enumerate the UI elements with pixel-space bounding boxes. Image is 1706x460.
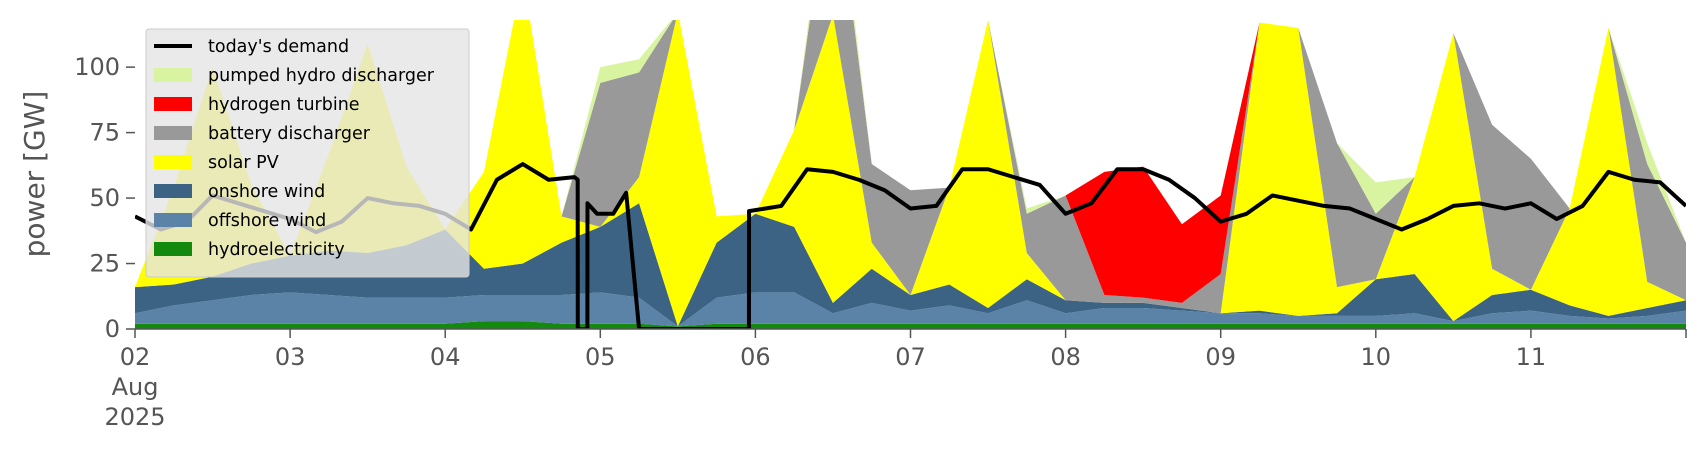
legend-item-hydrogen-turbine[interactable]: hydrogen turbine bbox=[154, 95, 360, 115]
legend-label: solar PV bbox=[208, 153, 279, 173]
legend-item-offshore-wind[interactable]: offshore wind bbox=[154, 211, 326, 231]
legend-label: today's demand bbox=[208, 37, 349, 57]
legend-item-pumped-hydro-discharger[interactable]: pumped hydro discharger bbox=[154, 66, 435, 86]
x-tick-label: 06 bbox=[740, 343, 771, 371]
y-ticks: 0 25 50 75 100 bbox=[74, 53, 135, 343]
legend-item-hydroelectricity[interactable]: hydroelectricity bbox=[154, 240, 345, 260]
y-tick-label: 0 bbox=[105, 315, 120, 343]
legend-swatch bbox=[154, 97, 192, 111]
legend-label: hydroelectricity bbox=[208, 240, 345, 260]
legend-label: hydrogen turbine bbox=[208, 95, 360, 115]
x-tick-label: 08 bbox=[1050, 343, 1081, 371]
x-tick-label: 11 bbox=[1516, 343, 1547, 371]
x-tick-label: 07 bbox=[895, 343, 926, 371]
x-tick-label: 09 bbox=[1205, 343, 1236, 371]
legend-item-onshore-wind[interactable]: onshore wind bbox=[154, 182, 325, 202]
legend-label: pumped hydro discharger bbox=[208, 66, 435, 86]
y-tick-label: 25 bbox=[89, 250, 120, 278]
y-tick-label: 75 bbox=[89, 119, 120, 147]
area-hydroelectricity bbox=[135, 321, 1686, 329]
legend-item-solar-pv[interactable]: solar PV bbox=[154, 153, 279, 173]
legend-label: onshore wind bbox=[208, 182, 325, 202]
legend[interactable]: today's demand pumped hydro discharger hyd… bbox=[145, 28, 470, 278]
legend-swatch bbox=[154, 126, 192, 140]
x-tick-label: Aug bbox=[112, 373, 159, 401]
y-tick-label: 100 bbox=[74, 53, 120, 81]
x-tick-label: 03 bbox=[275, 343, 306, 371]
legend-item-today-s-demand[interactable]: today's demand bbox=[154, 37, 349, 57]
legend-swatch bbox=[154, 184, 192, 198]
y-tick-label: 50 bbox=[89, 184, 120, 212]
legend-label: offshore wind bbox=[208, 211, 326, 231]
legend-label: battery discharger bbox=[208, 124, 371, 144]
y-axis-label: power [GW] bbox=[18, 91, 51, 258]
legend-swatch bbox=[154, 213, 192, 227]
area-solar-pv bbox=[135, 20, 1686, 327]
legend-box bbox=[145, 28, 470, 278]
legend-item-battery-discharger[interactable]: battery discharger bbox=[154, 124, 371, 144]
legend-swatch bbox=[154, 68, 192, 82]
x-tick-label: 04 bbox=[430, 343, 461, 371]
x-tick-label: 2025 bbox=[104, 403, 165, 431]
x-tick-label: 10 bbox=[1361, 343, 1392, 371]
area-offshore-wind bbox=[135, 292, 1686, 327]
x-tick-label: 05 bbox=[585, 343, 616, 371]
x-tick-label: 02 bbox=[120, 343, 151, 371]
area-battery-discharger bbox=[135, 20, 1686, 314]
legend-swatch bbox=[154, 242, 192, 256]
legend-swatch bbox=[154, 155, 192, 169]
stacked-areas bbox=[135, 20, 1686, 329]
